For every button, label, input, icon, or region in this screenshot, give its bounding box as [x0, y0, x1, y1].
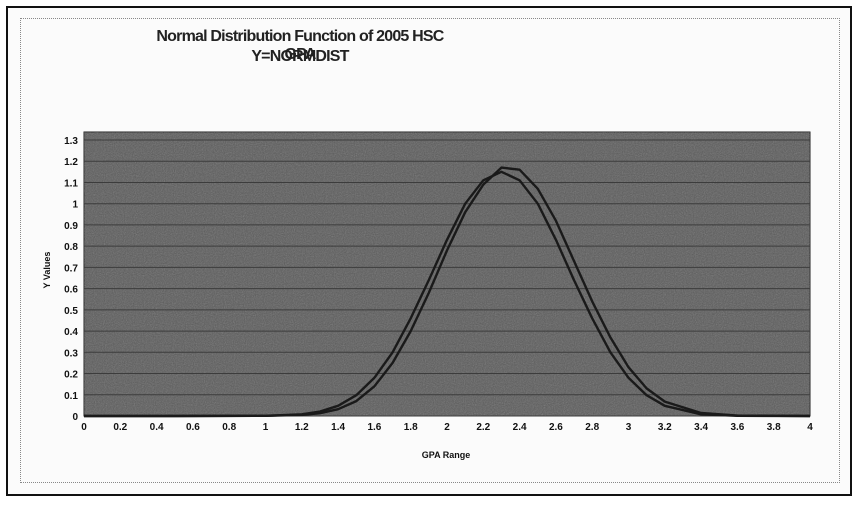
x-tick-label: 3.6	[730, 422, 744, 433]
y-tick-label: 1.2	[64, 157, 78, 168]
x-tick-label: 2.2	[476, 422, 490, 433]
y-tick-label: 1	[72, 200, 78, 211]
y-tick-label: 0.7	[64, 263, 78, 274]
y-tick-label: 0.5	[64, 306, 78, 317]
series-line	[84, 166, 811, 418]
y-tick-label: 0.2	[64, 370, 78, 381]
y-tick-label: 0.9	[64, 221, 78, 232]
x-tick-label: 1.2	[295, 422, 309, 433]
x-tick-label: 2.8	[585, 422, 599, 433]
x-tick-label: 0	[81, 422, 87, 433]
x-tick-label: 3.8	[767, 422, 781, 433]
x-tick-label: 2	[444, 422, 450, 433]
x-axis-label: GPA Range	[422, 450, 471, 460]
y-axis-label: Y Values	[42, 252, 52, 289]
chart-title: Normal Distribution Function of 2005 HSC…	[156, 28, 444, 63]
chart-area-border	[20, 18, 840, 483]
x-tick-label: 2.4	[513, 422, 527, 433]
series-line	[84, 170, 811, 418]
y-tick-label: 0	[72, 412, 78, 423]
x-tick-label: 1	[263, 422, 269, 433]
x-tick-label: 1.6	[367, 422, 381, 433]
y-tick-label: 1.1	[64, 178, 78, 189]
x-tick-label: 3	[626, 422, 632, 433]
chart-subtitle: Y=NORMDIST	[251, 48, 349, 65]
x-tick-label: 3.2	[658, 422, 672, 433]
y-tick-label: 0.6	[64, 285, 78, 296]
x-tick-label: 2.6	[549, 422, 563, 433]
x-tick-label: 0.8	[222, 422, 236, 433]
y-tick-label: 0.3	[64, 348, 78, 359]
x-tick-label: 3.4	[694, 422, 708, 433]
x-tick-label: 4	[807, 422, 813, 433]
y-tick-label: 0.4	[64, 327, 78, 338]
x-tick-label: 1.4	[331, 422, 345, 433]
y-tick-label: 0.1	[64, 391, 78, 402]
y-tick-label: 1.3	[64, 136, 78, 147]
y-tick-label: 0.8	[64, 242, 78, 253]
plot-texture	[84, 132, 810, 416]
x-tick-label: 0.4	[150, 422, 164, 433]
x-tick-label: 1.8	[404, 422, 418, 433]
x-tick-label: 0.6	[186, 422, 200, 433]
x-tick-label: 0.2	[113, 422, 127, 433]
